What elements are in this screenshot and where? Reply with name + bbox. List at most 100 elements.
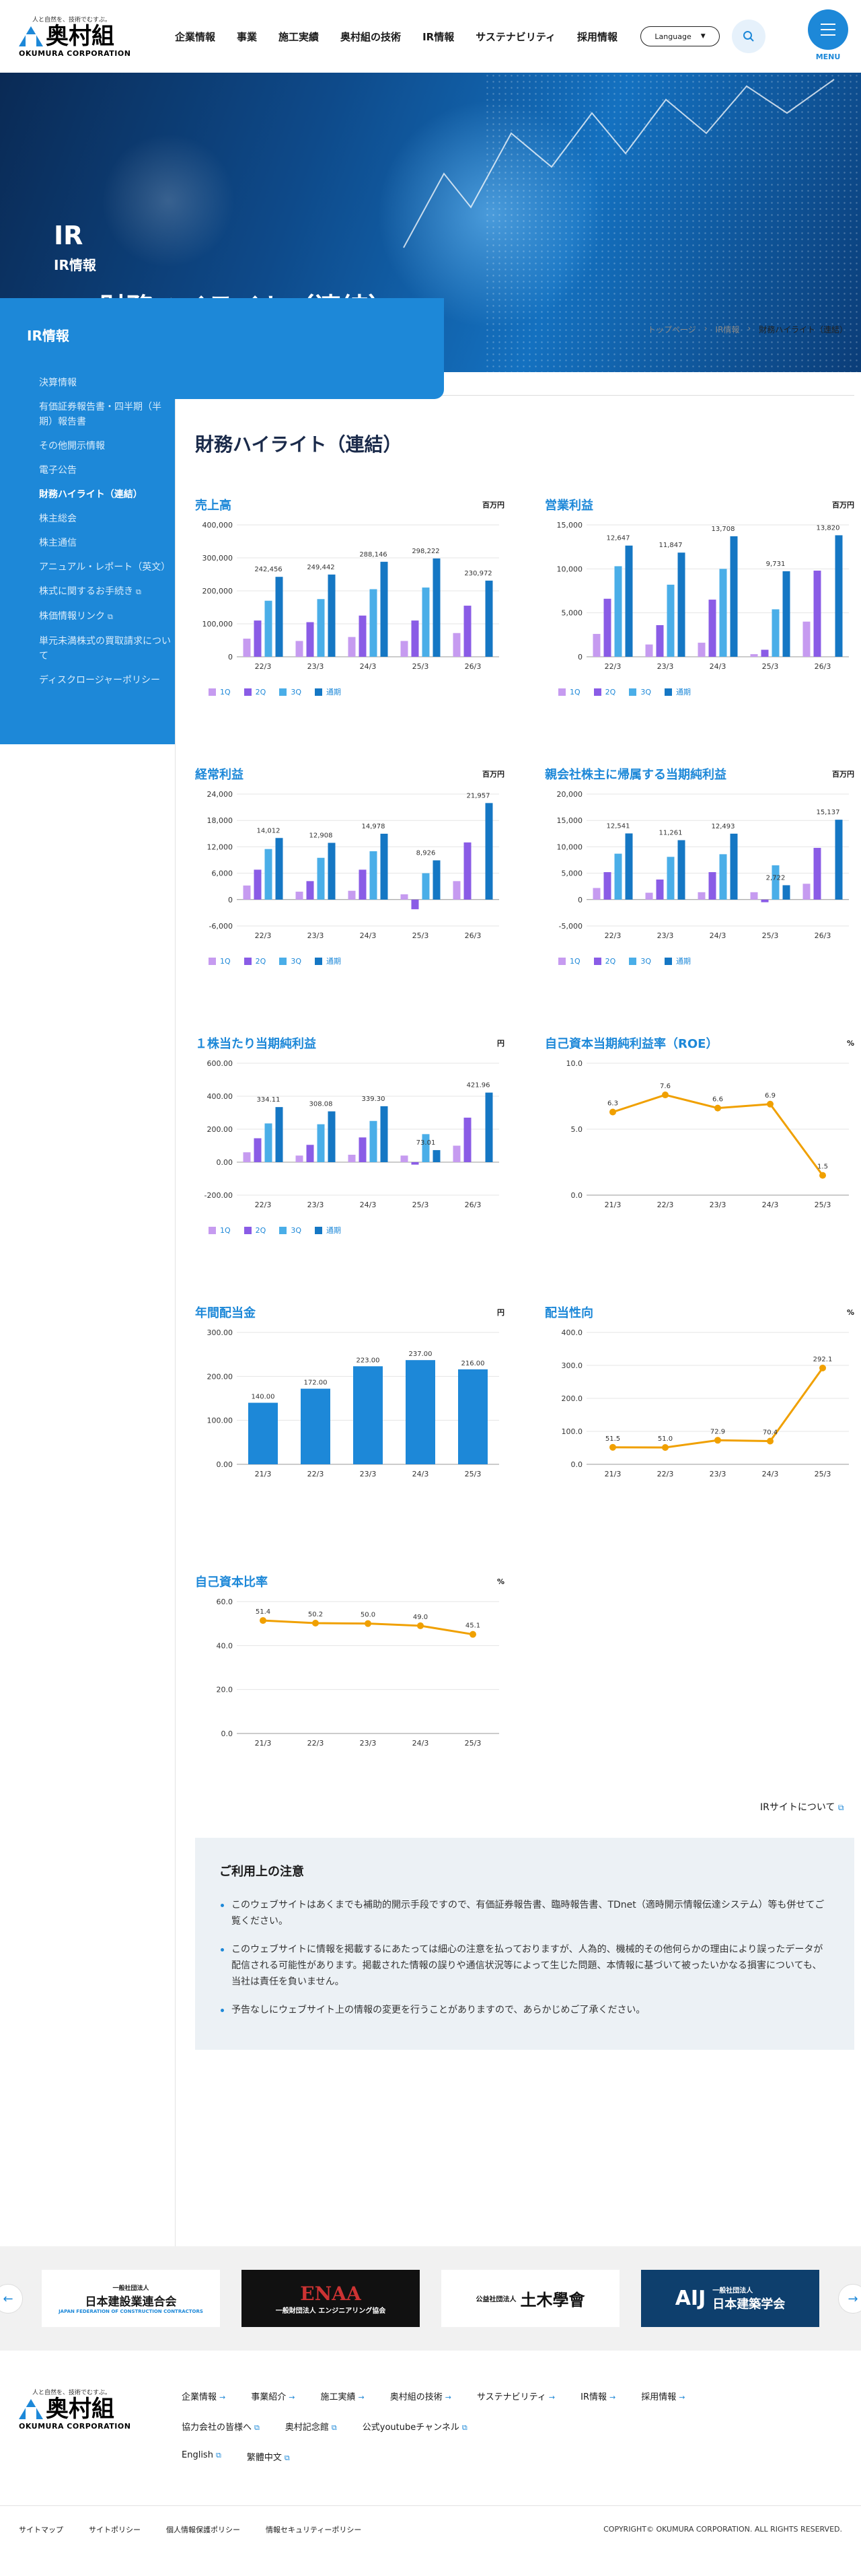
breadcrumb-top[interactable]: トップページ xyxy=(647,325,696,334)
data-label: 172.00 xyxy=(304,1380,328,1387)
footer-nav-link[interactable]: 奥村記念館 ⧉ xyxy=(285,2423,337,2433)
sidebar-item[interactable]: 株式に関するお手続き ⧉ xyxy=(39,586,141,597)
bar xyxy=(353,1366,383,1464)
page-heading: 財務ハイライト（連結） xyxy=(195,433,402,456)
bar-通期 xyxy=(485,803,493,900)
chart-1: 営業利益 百万円 0 5,000 10,000 15,000 22/3 23/3 24/3 25/… xyxy=(545,497,854,697)
language-select[interactable]: Language ▼ xyxy=(640,26,720,46)
language-label: Language xyxy=(654,32,691,41)
data-label: 6.9 xyxy=(765,1092,776,1100)
y-tick-label: 6,000 xyxy=(212,869,233,878)
sidebar-item[interactable]: 電子公告 xyxy=(39,465,77,476)
footer-nav-link[interactable]: サステナビリティ → xyxy=(476,2392,556,2402)
footer-link-sitemap[interactable]: サイトマップ xyxy=(19,2525,63,2534)
data-label: 298,222 xyxy=(412,548,439,555)
chart-3: 親会社株主に帰属する当期純利益 百万円 -5,000 0 5,000 10,000 15,0… xyxy=(545,766,854,966)
data-point xyxy=(609,1443,616,1451)
footer-nav-link[interactable]: 施工実績 → xyxy=(320,2392,365,2402)
bar-通期 xyxy=(275,838,283,900)
footer-nav-link[interactable]: IR情報 → xyxy=(581,2392,616,2402)
data-point xyxy=(767,1100,774,1108)
banner-aij[interactable]: AIJ 一般社団法人 日本建築学会 xyxy=(641,2270,819,2327)
y-tick-label: -6,000 xyxy=(209,922,233,931)
bar-1Q xyxy=(453,881,461,900)
legend-swatch xyxy=(244,688,252,696)
bar-通期 xyxy=(433,1150,441,1162)
prev-arrow-icon[interactable]: ← xyxy=(0,2284,23,2314)
next-arrow-icon[interactable]: → xyxy=(838,2284,861,2314)
footer-link-privacy[interactable]: 個人情報保護ポリシー xyxy=(166,2525,240,2534)
chart-unit: 円 xyxy=(497,1039,504,1048)
bar-1Q xyxy=(802,884,811,900)
y-tick-label: 5.0 xyxy=(571,1125,583,1134)
legend-item: 1Q xyxy=(209,1225,231,1236)
banner-jfcc[interactable]: 一般社団法人 日本建設業連合会 JAPAN FEDERATION OF CONS… xyxy=(42,2270,220,2327)
sidebar-item[interactable]: 株主通信 xyxy=(39,538,77,548)
sidebar-item[interactable]: 財務ハイライト（連結） xyxy=(39,489,143,500)
y-tick-label: 600.00 xyxy=(207,1059,233,1068)
bar-1Q xyxy=(243,1152,251,1162)
nav-works[interactable]: 施工実績 xyxy=(278,30,320,43)
footer-nav-link[interactable]: 事業紹介 → xyxy=(251,2392,295,2402)
sidebar-item[interactable]: 単元未満株式の買取請求について xyxy=(39,636,171,661)
sidebar-item[interactable]: 株価情報リンク ⧉ xyxy=(39,611,113,622)
bar-2Q xyxy=(411,899,419,910)
footer-link-sitepolicy[interactable]: サイトポリシー xyxy=(89,2525,141,2534)
bar-通期 xyxy=(730,536,738,657)
sidebar-list: 決算情報有価証券報告書・四半期（半期）報告書その他開示情報 電子公告財務ハイライト… xyxy=(0,375,175,744)
menu-button[interactable]: MENU xyxy=(806,9,850,61)
bar xyxy=(248,1402,278,1464)
nav-ir[interactable]: IR情報 xyxy=(422,30,455,43)
footer-logo[interactable]: 人と自然を、技術でむすぶ。 奥村組 OKUMURA CORPORATION xyxy=(19,2390,131,2431)
nav-sustainability[interactable]: サステナビリティ xyxy=(476,30,556,43)
footer-nav-link[interactable]: 公式youtubeチャンネル ⧉ xyxy=(362,2423,467,2433)
footer-nav-link[interactable]: English ⧉ xyxy=(182,2450,221,2460)
arrow-right-icon: → xyxy=(609,2393,616,2402)
nav-technology[interactable]: 奥村組の技術 xyxy=(340,30,402,43)
x-tick-label: 23/3 xyxy=(657,662,674,671)
sidebar-item[interactable]: 有価証券報告書・四半期（半期）報告書 xyxy=(39,402,161,427)
footer-nav-link[interactable]: 奥村組の技術 → xyxy=(389,2392,451,2402)
sidebar-item[interactable]: その他開示情報 xyxy=(39,441,105,452)
nav-business[interactable]: 事業 xyxy=(237,30,258,43)
nav-recruit[interactable]: 採用情報 xyxy=(577,30,618,43)
footer-nav-link[interactable]: 繁體中文 ⧉ xyxy=(246,2453,290,2463)
data-label: 13,820 xyxy=(817,524,840,532)
site-logo[interactable]: 人と自然を、技術でむすぶ。 奥村組 OKUMURA CORPORATION xyxy=(19,15,153,58)
banner-jsce[interactable]: 公益社団法人 土木學會 xyxy=(441,2270,620,2327)
usage-notice: ご利用上の注意 このウェブサイトはあくまでも補助的開示手段ですので、有価証券報告… xyxy=(195,1838,854,2050)
bar-1Q xyxy=(593,634,601,657)
bar-1Q xyxy=(400,641,408,657)
data-point xyxy=(260,1617,266,1624)
data-point xyxy=(662,1092,669,1099)
x-tick-label: 25/3 xyxy=(762,931,779,940)
bar-3Q xyxy=(369,1120,377,1162)
footer-nav-link[interactable]: 企業情報 → xyxy=(182,2392,226,2402)
bar-2Q xyxy=(359,1137,367,1162)
banner-enaa[interactable]: ENAA 一般財団法人 エンジニアリング協会 xyxy=(241,2270,420,2327)
chart-legend: 1Q 2Q 3Q 通期 xyxy=(558,686,854,697)
sidebar-item[interactable]: 株主総会 xyxy=(39,513,77,524)
y-tick-label: 15,000 xyxy=(557,521,583,530)
sidebar-item[interactable]: 決算情報 xyxy=(39,378,77,388)
legend-item: 3Q xyxy=(279,686,301,697)
breadcrumb-ir[interactable]: IR情報 xyxy=(715,325,740,334)
legend-item: 2Q xyxy=(593,956,615,966)
data-label: 14,978 xyxy=(362,823,385,830)
sidebar-item[interactable]: アニュアル・レポート（英文） xyxy=(39,562,171,573)
chart-legend: 1Q 2Q 3Q 通期 xyxy=(209,956,504,966)
footer-nav-link[interactable]: 採用情報 → xyxy=(641,2392,685,2402)
footer-bottom: サイトマップ サイトポリシー 個人情報保護ポリシー 情報セキュリティーポリシー … xyxy=(0,2505,861,2552)
footer-nav: 企業情報 → 事業紹介 → 施工実績 → 奥村組の技術 → サステナビリティ → IR情報 → 採用情報… xyxy=(182,2390,854,2480)
sidebar-item[interactable]: ディスクロージャーポリシー xyxy=(39,675,161,686)
ir-site-link[interactable]: IRサイトについて ⧉ xyxy=(760,1802,844,1813)
search-button[interactable] xyxy=(732,20,766,53)
data-label: 14,012 xyxy=(257,827,280,834)
bar-3Q xyxy=(317,1124,325,1162)
x-tick-label: 24/3 xyxy=(360,931,377,940)
logo-mark-icon xyxy=(19,26,43,46)
footer-nav-link[interactable]: 協力会社の皆様へ ⧉ xyxy=(182,2423,260,2433)
bar-2Q xyxy=(463,842,472,900)
footer-link-security[interactable]: 情報セキュリティーポリシー xyxy=(266,2525,362,2534)
nav-company[interactable]: 企業情報 xyxy=(175,30,216,43)
